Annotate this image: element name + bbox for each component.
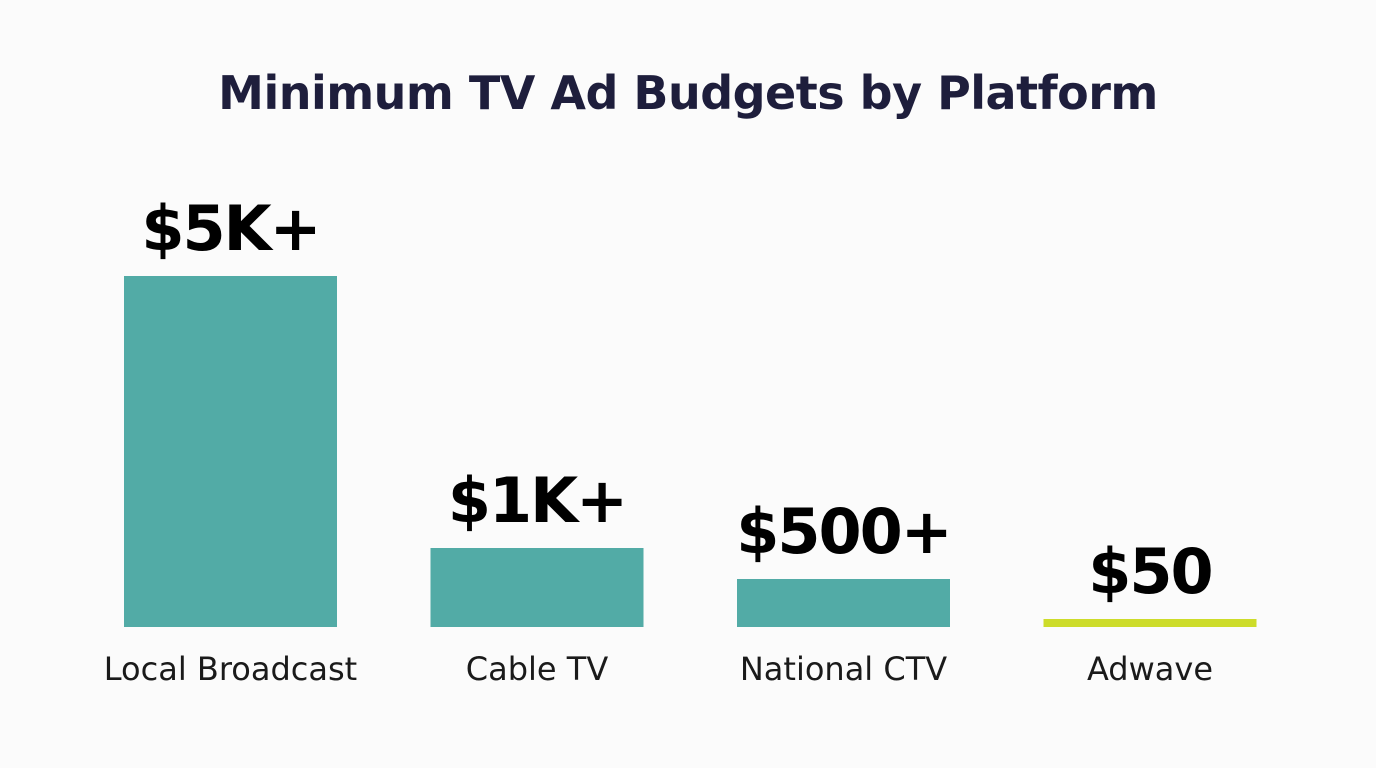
- bar-cable-tv: [430, 548, 644, 627]
- category-label: Cable TV: [466, 650, 609, 688]
- bar-local-broadcast: [124, 276, 337, 627]
- category-label: National CTV: [740, 650, 947, 688]
- bar-national-ctv: [737, 579, 950, 627]
- data-label: $5K+: [141, 192, 319, 265]
- data-label: $1K+: [448, 464, 626, 537]
- data-label: $500+: [736, 495, 951, 568]
- bar-adwave: [1043, 619, 1257, 627]
- category-label: Local Broadcast: [104, 650, 357, 688]
- category-label: Adwave: [1087, 650, 1213, 688]
- data-label: $50: [1088, 535, 1211, 608]
- chart-title: Minimum TV Ad Budgets by Platform: [218, 66, 1158, 120]
